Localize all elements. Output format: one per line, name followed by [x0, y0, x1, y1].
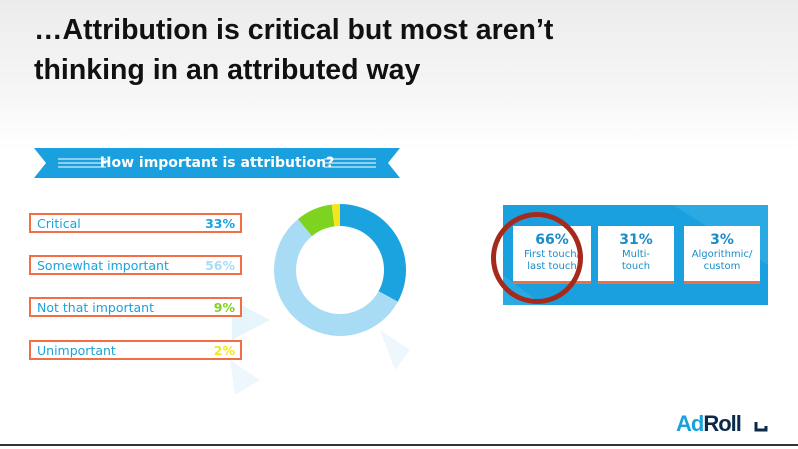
slide-title: …Attribution is critical but most aren’t…: [34, 10, 774, 90]
method-value-multi-touch: 31%: [619, 232, 653, 248]
method-card-multi-touch: 31% Multi- touch: [598, 226, 674, 284]
row-somewhat-important: Somewhat important 56%: [29, 255, 242, 275]
highlight-circle: [491, 212, 583, 304]
method-value-algorithmic: 3%: [710, 232, 734, 248]
method-label-algorithmic-line2: custom: [703, 261, 741, 272]
row-unimportant: Unimportant 2%: [29, 340, 242, 360]
adroll-logo: AdRoll: [676, 411, 742, 436]
donut-chart: [274, 204, 406, 336]
bottom-divider: [0, 444, 798, 446]
method-label-multi-touch-line1: Multi-: [621, 249, 651, 260]
row-critical: Critical 33%: [29, 213, 242, 233]
title-line-1: …Attribution is critical but most aren’t: [34, 14, 554, 46]
logo-part-ad: Ad: [676, 411, 704, 436]
chart-title: How important is attribution?: [99, 155, 335, 171]
logo-part-roll: Roll: [703, 411, 742, 436]
row-value-unimportant: 2%: [213, 343, 235, 358]
row-label-somewhat-important: Somewhat important: [37, 258, 169, 273]
donut-slice-unimportant: [331, 204, 340, 227]
row-value-not-that-important: 9%: [213, 300, 235, 315]
row-value-somewhat-important: 56%: [205, 258, 235, 273]
method-label-multi-touch-line2: touch: [621, 261, 651, 272]
chart-title-banner: How important is attribution?: [34, 148, 400, 178]
row-label-critical: Critical: [37, 216, 81, 231]
row-not-that-important: Not that important 9%: [29, 297, 242, 317]
row-value-critical: 33%: [205, 216, 235, 231]
title-line-2: thinking in an attributed way: [34, 54, 421, 86]
donut-slice-not-that-important: [297, 204, 335, 237]
donut-slice-critical: [340, 204, 406, 302]
adroll-hook-icon: [754, 422, 768, 432]
row-label-not-that-important: Not that important: [37, 300, 154, 315]
donut-slice-somewhat-important: [274, 219, 398, 336]
row-label-unimportant: Unimportant: [37, 343, 116, 358]
method-card-algorithmic: 3% Algorithmic/ custom: [684, 226, 760, 284]
method-label-algorithmic-line1: Algorithmic/: [691, 249, 753, 260]
